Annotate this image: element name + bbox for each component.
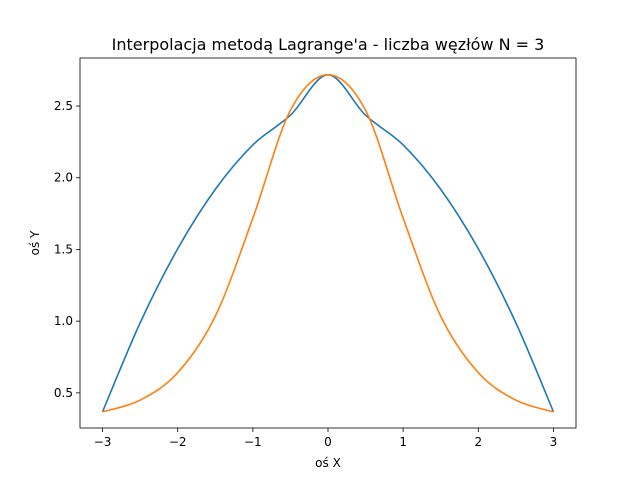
y-tick-label: 1.5	[54, 242, 73, 256]
x-tick-label: 0	[324, 435, 332, 449]
x-axis-label: oś X	[315, 456, 341, 470]
series-line-1	[101, 73, 555, 413]
x-ticks: −3 −2 −1 0 1 2 3	[94, 428, 558, 449]
y-tick-label: 0.5	[54, 386, 73, 400]
x-tick-label: 1	[399, 435, 407, 449]
series-layer	[101, 73, 555, 413]
y-axis-label: oś Y	[28, 230, 42, 255]
x-tick-label: −1	[244, 435, 262, 449]
x-tick-label: −2	[169, 435, 187, 449]
series-line-2	[102, 73, 554, 413]
y-tick-label: 1.0	[54, 314, 73, 328]
chart-title: Interpolacja metodą Lagrange'a - liczba …	[112, 35, 545, 54]
y-tick-label: 2.0	[54, 171, 73, 185]
y-ticks: 0.5 1.0 1.5 2.0 2.5	[54, 99, 80, 400]
x-tick-label: 3	[550, 435, 558, 449]
plot-frame	[79, 57, 577, 429]
y-tick-label: 2.5	[54, 99, 73, 113]
x-tick-label: 2	[474, 435, 482, 449]
x-tick-label: −3	[94, 435, 112, 449]
